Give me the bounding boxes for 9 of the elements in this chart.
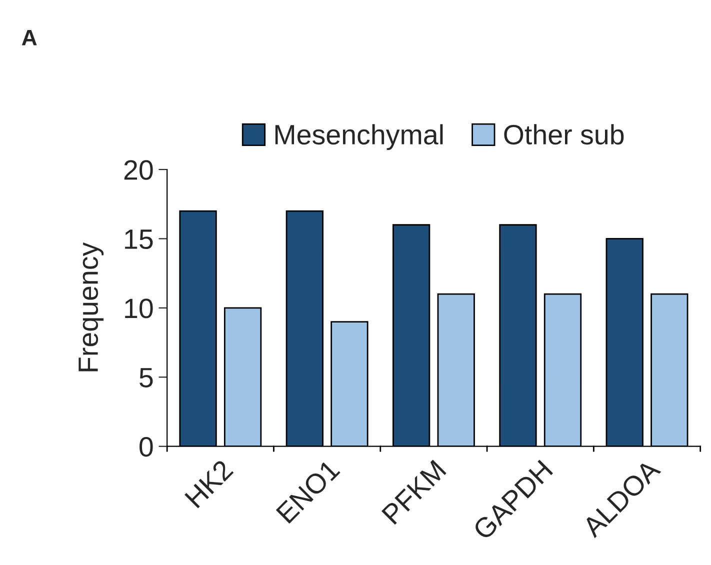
legend-label: Other sub — [504, 124, 624, 145]
y-tick-label: 20 — [124, 160, 153, 180]
y-tick-label: 5 — [140, 368, 153, 388]
y-tick-label: 15 — [125, 230, 153, 250]
y-tick-label: 10 — [125, 298, 153, 318]
y-axis-title: Frequency — [78, 242, 104, 372]
legend-label: Mesenchymal — [275, 124, 443, 150]
text: A — [22, 30, 37, 46]
y-tick-label: 0 — [140, 437, 153, 457]
